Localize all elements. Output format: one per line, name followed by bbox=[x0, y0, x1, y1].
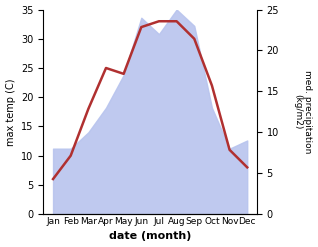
Y-axis label: max temp (C): max temp (C) bbox=[5, 78, 16, 145]
X-axis label: date (month): date (month) bbox=[109, 231, 191, 242]
Y-axis label: med. precipitation
(kg/m2): med. precipitation (kg/m2) bbox=[293, 70, 313, 154]
